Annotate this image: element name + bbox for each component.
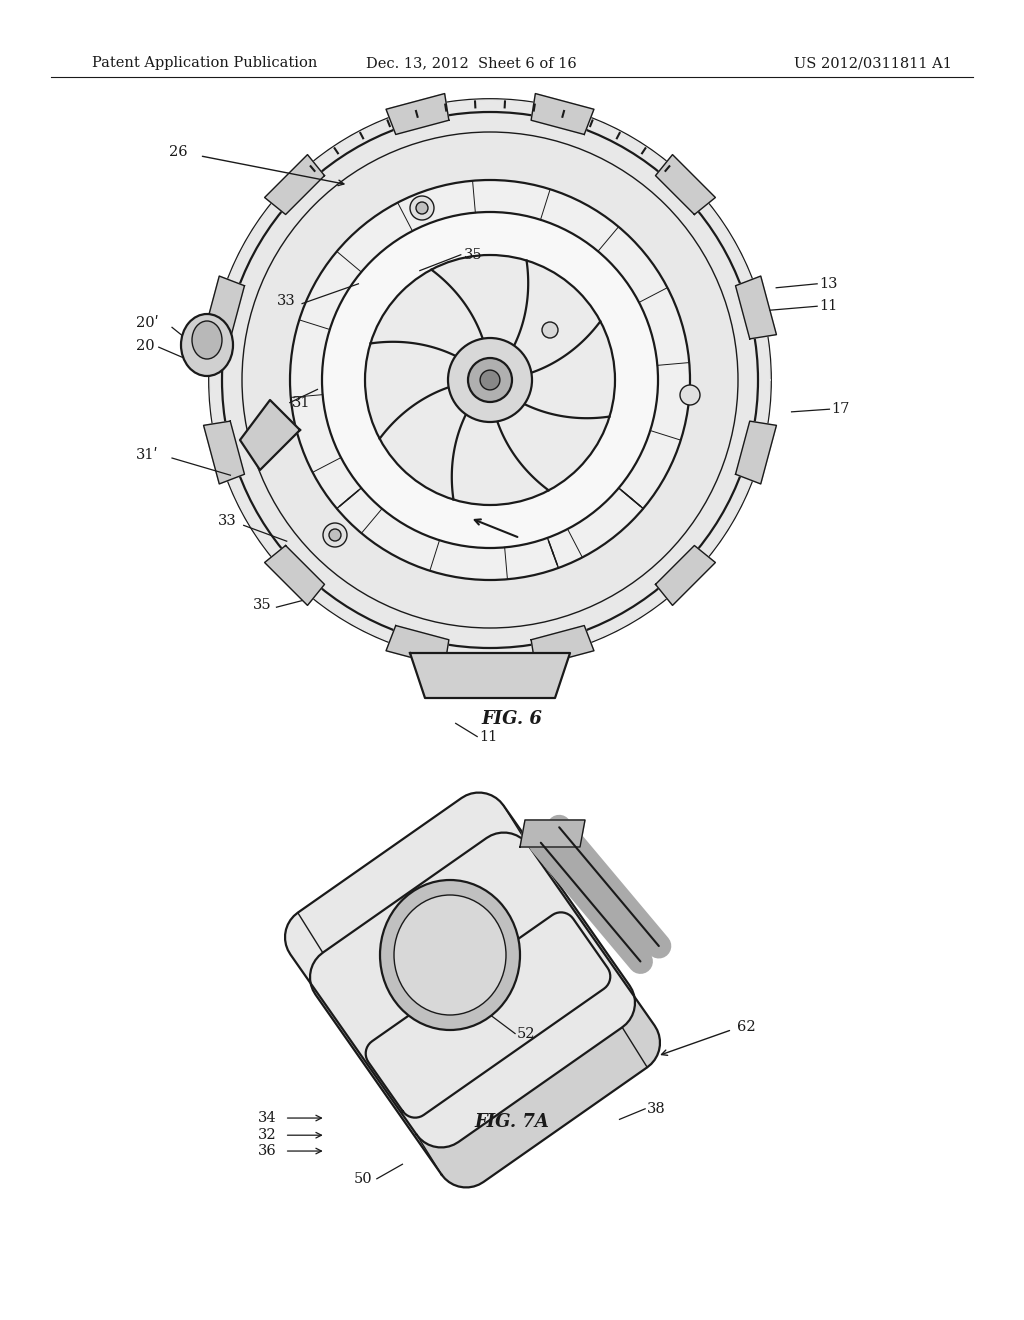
Text: US 2012/0311811 A1: US 2012/0311811 A1 bbox=[795, 57, 952, 70]
Text: 35: 35 bbox=[253, 598, 271, 611]
Polygon shape bbox=[410, 653, 570, 698]
Text: 13: 13 bbox=[819, 277, 838, 290]
Text: 20ʹ: 20ʹ bbox=[136, 317, 159, 330]
Polygon shape bbox=[264, 154, 325, 214]
Ellipse shape bbox=[380, 880, 520, 1030]
Polygon shape bbox=[204, 421, 245, 484]
Circle shape bbox=[410, 195, 434, 220]
Polygon shape bbox=[735, 421, 776, 484]
Polygon shape bbox=[310, 833, 659, 1188]
Polygon shape bbox=[210, 100, 770, 660]
Polygon shape bbox=[735, 276, 776, 339]
Polygon shape bbox=[264, 545, 325, 606]
Polygon shape bbox=[386, 94, 449, 135]
Circle shape bbox=[365, 255, 615, 506]
Circle shape bbox=[210, 100, 770, 660]
Text: 11: 11 bbox=[479, 730, 498, 743]
Text: FIG. 7A: FIG. 7A bbox=[474, 1113, 550, 1131]
Circle shape bbox=[468, 358, 512, 403]
Text: 11: 11 bbox=[819, 300, 838, 313]
Circle shape bbox=[329, 529, 341, 541]
Circle shape bbox=[290, 180, 690, 579]
Circle shape bbox=[322, 213, 658, 548]
Polygon shape bbox=[240, 400, 300, 470]
Text: 32: 32 bbox=[258, 1129, 276, 1142]
Polygon shape bbox=[531, 626, 594, 667]
Text: 20: 20 bbox=[136, 339, 155, 352]
Text: 17: 17 bbox=[831, 403, 850, 416]
Text: Patent Application Publication: Patent Application Publication bbox=[92, 57, 317, 70]
Polygon shape bbox=[204, 276, 245, 339]
Polygon shape bbox=[520, 820, 585, 847]
Text: 50: 50 bbox=[353, 1172, 372, 1185]
Polygon shape bbox=[531, 94, 594, 135]
Text: FIG. 6: FIG. 6 bbox=[481, 710, 543, 729]
Circle shape bbox=[480, 370, 500, 389]
Text: 31ʹ: 31ʹ bbox=[136, 449, 159, 462]
Text: 34: 34 bbox=[258, 1111, 276, 1125]
Text: 35: 35 bbox=[464, 248, 482, 261]
Text: 26: 26 bbox=[169, 145, 187, 158]
Text: 62: 62 bbox=[737, 1020, 756, 1034]
Text: 33: 33 bbox=[218, 515, 237, 528]
Circle shape bbox=[449, 338, 532, 422]
Ellipse shape bbox=[394, 895, 506, 1015]
Text: 31: 31 bbox=[292, 396, 310, 409]
Polygon shape bbox=[366, 912, 610, 1118]
Text: Dec. 13, 2012  Sheet 6 of 16: Dec. 13, 2012 Sheet 6 of 16 bbox=[366, 57, 577, 70]
Polygon shape bbox=[655, 545, 716, 606]
Polygon shape bbox=[386, 626, 449, 667]
Polygon shape bbox=[655, 154, 716, 214]
Text: 38: 38 bbox=[647, 1102, 666, 1115]
Circle shape bbox=[323, 523, 347, 546]
Circle shape bbox=[680, 385, 700, 405]
Text: 36: 36 bbox=[258, 1144, 276, 1158]
Text: 33: 33 bbox=[276, 294, 295, 308]
Circle shape bbox=[542, 322, 558, 338]
Text: 52: 52 bbox=[517, 1027, 536, 1040]
Circle shape bbox=[416, 202, 428, 214]
Ellipse shape bbox=[181, 314, 233, 376]
Polygon shape bbox=[285, 792, 635, 1147]
Ellipse shape bbox=[193, 321, 222, 359]
